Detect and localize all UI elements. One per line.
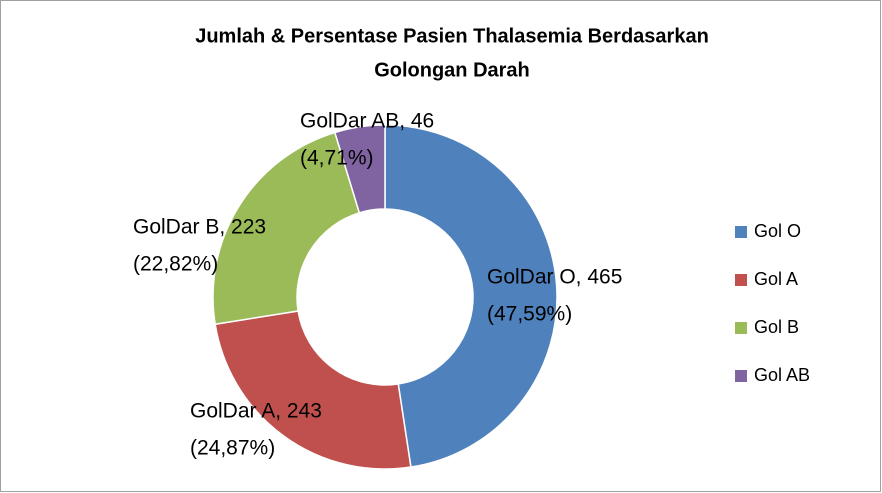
data-label: (4,71%) — [300, 147, 374, 170]
legend-label: Gol B — [754, 317, 799, 337]
legend-label: Gol A — [754, 269, 798, 289]
data-label: (22,82%) — [133, 253, 218, 276]
legend-label: Gol AB — [754, 365, 810, 385]
data-label: (24,87%) — [190, 437, 275, 460]
donut-slice — [212, 131, 361, 326]
data-label: GolDar O, 465 — [487, 266, 622, 289]
data-label: GolDar AB, 46 — [300, 110, 434, 133]
legend-swatch — [735, 274, 747, 286]
legend-label: Gol O — [754, 221, 801, 241]
legend-swatch — [735, 226, 747, 238]
chart-title: Jumlah & Persentase Pasien Thalasemia Be… — [195, 25, 709, 47]
data-label: GolDar B, 223 — [133, 216, 266, 239]
donut-slice — [214, 310, 412, 470]
donut-slice — [333, 124, 386, 214]
chart-title: Golongan Darah — [374, 59, 530, 81]
data-label: (47,59%) — [487, 303, 572, 326]
donut-slice — [384, 124, 558, 468]
legend-swatch — [735, 370, 747, 382]
legend-swatch — [735, 322, 747, 334]
data-label: GolDar A, 243 — [190, 400, 322, 423]
